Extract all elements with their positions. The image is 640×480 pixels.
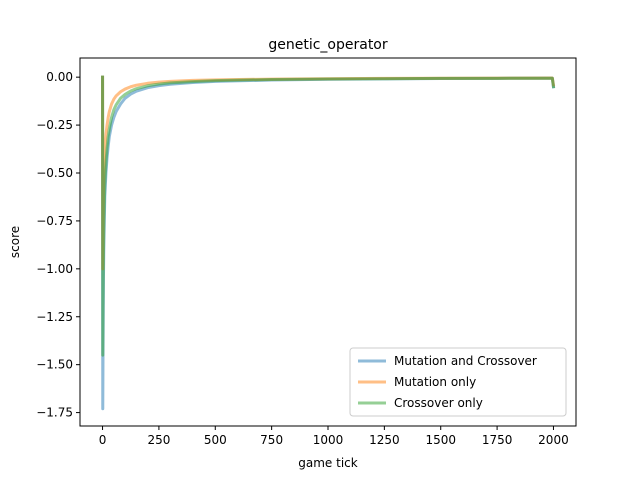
y-tick-label: −0.75 xyxy=(36,214,73,228)
series-layer xyxy=(101,75,556,411)
x-tick-label: 1250 xyxy=(369,433,400,447)
x-tick-label: 750 xyxy=(260,433,283,447)
legend: Mutation and Crossover Mutation only Cross… xyxy=(349,347,567,417)
legend-label-0: Mutation and Crossover xyxy=(394,354,537,368)
x-tick-label: 1750 xyxy=(482,433,513,447)
y-axis-label: score xyxy=(8,226,22,258)
x-tick-label: 500 xyxy=(204,433,227,447)
chart-title: genetic_operator xyxy=(268,37,388,53)
x-tick-label: 1500 xyxy=(425,433,456,447)
y-tick-label: −0.50 xyxy=(36,166,73,180)
y-tick-label: −1.50 xyxy=(36,358,73,372)
x-tick-label: 1000 xyxy=(313,433,344,447)
legend-label-1: Mutation only xyxy=(394,375,476,389)
series-line-2 xyxy=(101,75,556,357)
y-tick-label: −0.25 xyxy=(36,118,73,132)
x-tick-label: 250 xyxy=(147,433,170,447)
y-axis: 0.00 −0.25 −0.50 −0.75 −1.00 −1.25 −1.50 −1.75 xyxy=(36,70,80,420)
y-tick-label: −1.25 xyxy=(36,310,73,324)
x-tick-label: 0 xyxy=(99,433,107,447)
y-tick-label: 0.00 xyxy=(46,70,73,84)
x-axis: 0 250 500 750 1000 1250 1500 1750 2000 xyxy=(99,426,569,447)
legend-box xyxy=(349,347,567,417)
y-tick-label: −1.00 xyxy=(36,262,73,276)
x-tick-label: 2000 xyxy=(538,433,569,447)
y-tick-label: −1.75 xyxy=(36,406,73,420)
x-axis-label: game tick xyxy=(298,456,357,470)
legend-label-2: Crossover only xyxy=(394,396,483,410)
